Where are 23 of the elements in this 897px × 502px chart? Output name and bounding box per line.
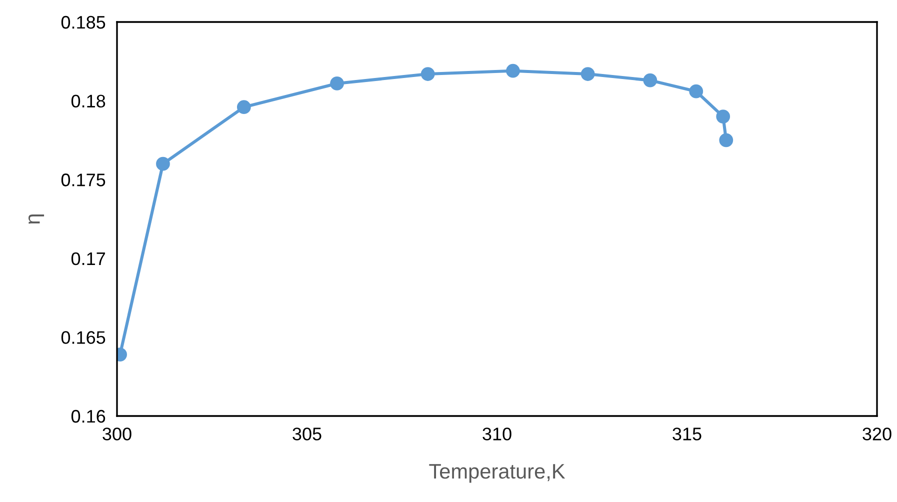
point (156, 156, 170, 171)
point (719, 133, 734, 148)
point (643, 73, 658, 88)
point (330, 76, 344, 90)
x-tick-label: 300 (102, 428, 132, 440)
x-tick-label: 310 (482, 428, 512, 440)
y-axis-title: η (28, 214, 44, 224)
point (716, 110, 730, 124)
point (506, 64, 520, 78)
point (236, 100, 251, 114)
x-tick-label: 320 (862, 428, 892, 440)
y-tick-label: 0.16 (71, 410, 106, 423)
point (420, 67, 435, 81)
y-tick-label: 0.17 (71, 252, 105, 266)
point (580, 67, 595, 81)
x-axis-title: Temperature,K (429, 464, 566, 483)
y-tick-label: 0.165 (61, 331, 106, 344)
x-tick-label: 315 (672, 428, 702, 440)
y-tick-label: 0.18 (71, 94, 106, 108)
y-tick-label: 0.175 (61, 174, 106, 186)
point (689, 84, 704, 98)
y-tick-label: 0.185 (61, 16, 106, 29)
x-tick-label: 305 (292, 428, 322, 440)
